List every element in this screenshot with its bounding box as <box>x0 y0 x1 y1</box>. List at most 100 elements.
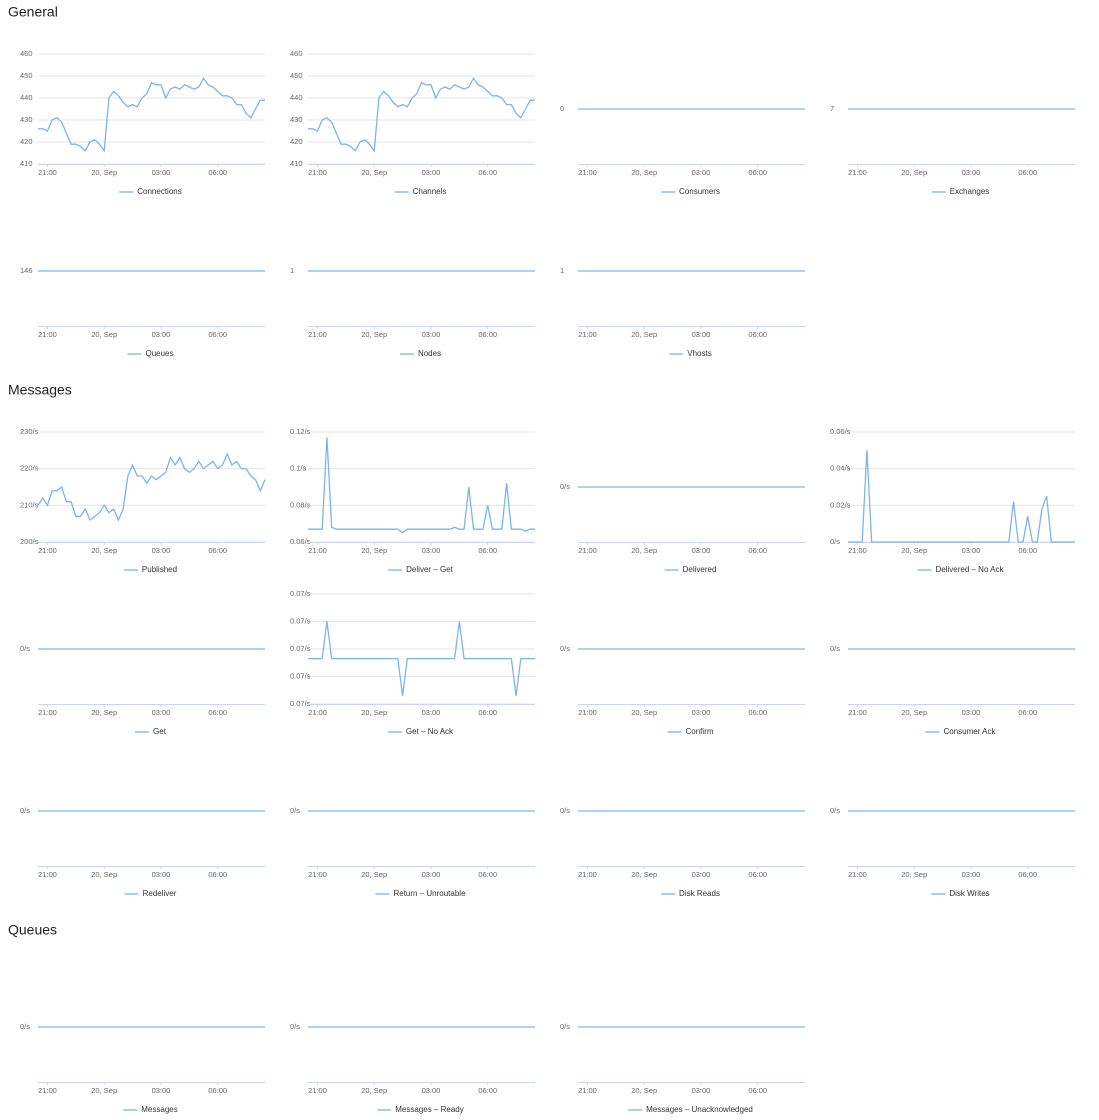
x-tick-label: 03:00 <box>152 330 171 339</box>
y-tick-label: 450 <box>290 71 303 80</box>
y-tick-label: 460 <box>290 49 303 58</box>
y-tick-label: 0.07/s <box>290 699 311 708</box>
x-tick-label: 06:00 <box>748 1086 767 1095</box>
series-line <box>308 76 535 153</box>
x-tick-label: 21:00 <box>38 1086 57 1095</box>
y-tick-label: 0.07/s <box>290 671 311 680</box>
y-tick-label: 210/s <box>20 500 39 509</box>
x-tick-label: 03:00 <box>692 708 711 717</box>
legend-label: Messages <box>141 1105 177 1114</box>
x-tick-label: 21:00 <box>848 708 867 717</box>
x-tick-label: 20, Sep <box>91 708 117 717</box>
y-tick-label: 420 <box>20 137 33 146</box>
x-tick-label: 20, Sep <box>91 1086 117 1095</box>
x-tick-label: 21:00 <box>308 708 327 717</box>
y-tick-label: 0.07/s <box>290 589 311 598</box>
x-tick-label: 20, Sep <box>91 870 117 879</box>
x-tick-label: 03:00 <box>152 1086 171 1095</box>
x-tick-label: 20, Sep <box>901 168 927 177</box>
x-tick-label: 03:00 <box>692 870 711 879</box>
y-tick-label: 0 <box>560 104 564 113</box>
y-tick-label: 0/s <box>20 1022 30 1031</box>
y-tick-label: 1 <box>560 266 564 275</box>
x-tick-label: 06:00 <box>1018 870 1037 879</box>
x-tick-label: 03:00 <box>422 870 441 879</box>
y-tick-label: 0.07/s <box>290 616 311 625</box>
y-tick-label: 0.12/s <box>290 427 311 436</box>
legend-label: Get <box>153 727 167 736</box>
x-tick-label: 20, Sep <box>901 546 927 555</box>
legend-label: Vhosts <box>687 349 711 358</box>
y-tick-label: 230/s <box>20 427 39 436</box>
series-line <box>308 437 535 534</box>
x-tick-label: 21:00 <box>578 168 597 177</box>
x-tick-label: 03:00 <box>962 546 981 555</box>
y-tick-label: 146 <box>20 266 33 275</box>
x-tick-label: 06:00 <box>478 870 497 879</box>
x-tick-label: 06:00 <box>748 546 767 555</box>
x-tick-label: 06:00 <box>478 168 497 177</box>
legend-label: Get – No Ack <box>406 727 454 736</box>
y-tick-label: 0.1/s <box>290 464 307 473</box>
y-tick-label: 0/s <box>560 1022 570 1031</box>
y-tick-label: 0.04/s <box>830 464 851 473</box>
x-tick-label: 03:00 <box>422 708 441 717</box>
x-tick-label: 03:00 <box>152 546 171 555</box>
x-tick-label: 20, Sep <box>901 708 927 717</box>
x-tick-label: 21:00 <box>308 330 327 339</box>
x-tick-label: 21:00 <box>308 1086 327 1095</box>
x-tick-label: 06:00 <box>208 1086 227 1095</box>
x-tick-label: 20, Sep <box>631 1086 657 1095</box>
legend-label: Messages – Unacknowledged <box>646 1105 753 1114</box>
x-tick-label: 20, Sep <box>361 870 387 879</box>
y-tick-label: 0/s <box>560 644 570 653</box>
x-tick-label: 21:00 <box>38 168 57 177</box>
x-tick-label: 21:00 <box>578 330 597 339</box>
legend-label: Nodes <box>418 349 441 358</box>
legend-label: Disk Writes <box>949 889 989 898</box>
x-tick-label: 20, Sep <box>361 1086 387 1095</box>
x-tick-label: 06:00 <box>208 168 227 177</box>
x-tick-label: 21:00 <box>38 708 57 717</box>
y-tick-label: 420 <box>290 137 303 146</box>
legend-label: Published <box>142 565 177 574</box>
legend-label: Exchanges <box>950 187 990 196</box>
x-tick-label: 06:00 <box>208 708 227 717</box>
y-tick-label: 220/s <box>20 464 39 473</box>
x-tick-label: 06:00 <box>1018 168 1037 177</box>
x-tick-label: 21:00 <box>578 1086 597 1095</box>
y-tick-label: 0/s <box>290 1022 300 1031</box>
legend-label: Consumer Ack <box>943 727 996 736</box>
x-tick-label: 03:00 <box>962 168 981 177</box>
x-tick-label: 20, Sep <box>91 168 117 177</box>
series-line <box>38 76 265 153</box>
series-line <box>848 450 1075 543</box>
y-tick-label: 0.02/s <box>830 500 851 509</box>
legend-label: Return – Unroutable <box>393 889 466 898</box>
y-tick-label: 0.06/s <box>290 537 311 546</box>
x-tick-label: 20, Sep <box>631 708 657 717</box>
x-tick-label: 03:00 <box>152 708 171 717</box>
y-tick-label: 200/s <box>20 537 39 546</box>
y-tick-label: 0/s <box>20 644 30 653</box>
x-tick-label: 03:00 <box>422 330 441 339</box>
y-tick-label: 410 <box>20 159 33 168</box>
x-tick-label: 03:00 <box>692 330 711 339</box>
x-tick-label: 21:00 <box>848 168 867 177</box>
x-tick-label: 20, Sep <box>91 330 117 339</box>
x-tick-label: 06:00 <box>208 330 227 339</box>
x-tick-label: 03:00 <box>962 708 981 717</box>
legend-label: Delivered – No Ack <box>935 565 1004 574</box>
x-tick-label: 21:00 <box>578 870 597 879</box>
x-tick-label: 20, Sep <box>91 546 117 555</box>
x-tick-label: 20, Sep <box>631 546 657 555</box>
y-tick-label: 0.08/s <box>290 500 311 509</box>
x-tick-label: 21:00 <box>308 870 327 879</box>
x-tick-label: 06:00 <box>748 330 767 339</box>
y-tick-label: 460 <box>20 49 33 58</box>
x-tick-label: 06:00 <box>748 870 767 879</box>
x-tick-label: 06:00 <box>208 546 227 555</box>
x-tick-label: 20, Sep <box>631 168 657 177</box>
x-tick-label: 21:00 <box>38 330 57 339</box>
